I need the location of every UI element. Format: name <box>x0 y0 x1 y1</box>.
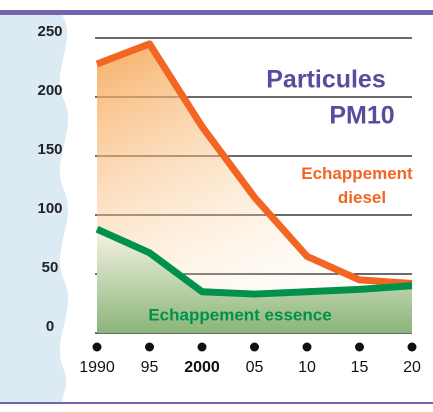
y-tick-label: 0 <box>46 318 54 335</box>
chart-title: Particules <box>266 66 386 94</box>
y-tick-label: 50 <box>42 259 59 276</box>
chart-subtitle: PM10 <box>329 102 394 130</box>
x-tick-label: 1990 <box>79 359 115 376</box>
x-tick-dot <box>355 342 364 352</box>
y-tick-label: 100 <box>37 200 62 217</box>
x-tick-dot <box>302 342 312 352</box>
bottom-line <box>0 402 433 404</box>
x-tick-label: 15 <box>351 359 369 376</box>
x-tick-label: 95 <box>141 359 159 376</box>
x-tick-label: 2000 <box>184 359 220 376</box>
y-tick-label: 250 <box>37 23 62 40</box>
series-label: Echappement diesel <box>301 164 413 207</box>
x-tick-dot <box>407 342 417 352</box>
series-line <box>95 225 413 298</box>
x-tick-dot <box>197 342 207 352</box>
diesel-area <box>97 43 412 295</box>
side-panel <box>0 15 69 402</box>
x-tick-label: 20 <box>403 359 421 376</box>
essence-area <box>97 229 412 333</box>
series-label: Echappement essence <box>148 305 331 324</box>
series-line <box>95 40 413 287</box>
top-band <box>0 10 433 15</box>
y-tick-label: 200 <box>37 82 62 99</box>
x-tick-dot <box>92 342 102 352</box>
y-tick-label: 150 <box>37 141 62 158</box>
x-tick-dot <box>250 342 259 352</box>
x-tick-label: 10 <box>298 359 316 376</box>
x-tick-label: 05 <box>246 359 264 376</box>
x-tick-dot <box>145 342 154 352</box>
